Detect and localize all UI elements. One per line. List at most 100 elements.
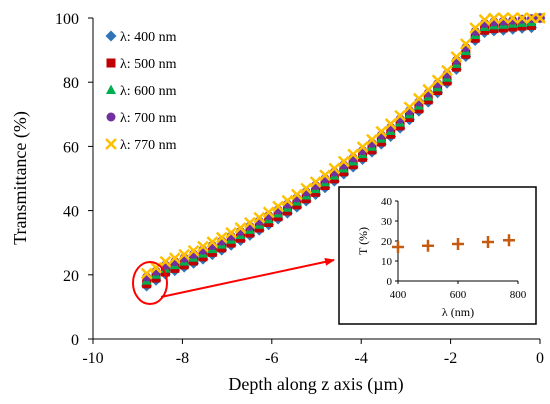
data-point [215, 231, 228, 244]
data-point [244, 216, 256, 229]
x-tick-label: -2 [444, 350, 457, 367]
inset-data-point [482, 236, 494, 248]
data-point [497, 12, 510, 24]
x-tick-label: -6 [265, 350, 278, 367]
legend-label: λ: 770 nm [120, 138, 177, 153]
legend-label: λ: 500 nm [120, 57, 177, 72]
inset-y-tick-label: 0 [387, 276, 393, 288]
data-point [309, 176, 322, 188]
y-axis-title: Transmittance (%) [10, 111, 31, 245]
legend: λ: 400 nm λ: 500 nm λ: 600 nm λ: 700 nm λ: 7… [105, 30, 177, 153]
data-point [319, 169, 331, 182]
inset-y-axis-title: T (%) [356, 227, 370, 255]
data-point [262, 206, 275, 219]
legend-item: λ: 500 nm [106, 57, 177, 72]
data-point [422, 83, 435, 96]
y-tick-label: 20 [63, 268, 79, 285]
data-point [178, 248, 191, 261]
series-x [140, 12, 546, 280]
data-point [281, 194, 294, 207]
legend-marker [105, 138, 117, 150]
x-tick-label: 0 [536, 350, 544, 367]
legend-item: λ: 770 nm [105, 138, 177, 153]
legend-item: λ: 600 nm [106, 84, 177, 99]
legend-label: λ: 700 nm [120, 111, 177, 126]
data-point [253, 211, 266, 224]
x-tick-label: -10 [82, 350, 103, 367]
y-tick-label: 100 [55, 11, 79, 28]
legend-marker [105, 30, 117, 42]
inset-y-tick-label: 40 [381, 196, 393, 208]
data-point [508, 15, 518, 25]
legend-label: λ: 600 nm [120, 84, 177, 99]
data-point [403, 101, 416, 114]
data-point [272, 200, 284, 213]
data-point [187, 244, 200, 257]
legend-marker [106, 112, 116, 122]
data-point [394, 109, 406, 122]
data-point [431, 74, 444, 87]
data-point [206, 236, 219, 248]
data-point [534, 12, 546, 24]
data-point [347, 148, 360, 161]
data-point [168, 252, 181, 264]
data-point [140, 267, 153, 280]
x-axis-title: Depth along z axis (µm) [228, 374, 403, 395]
highlight-ellipse [132, 261, 168, 305]
inset-points [392, 234, 515, 253]
inset-data-point [503, 234, 515, 247]
main-axis-ticks [88, 17, 541, 344]
inset-x-tick-label: 600 [450, 289, 467, 301]
legend-item: λ: 400 nm [105, 30, 177, 45]
series-layer [140, 12, 546, 292]
inset-y-tick-label: 10 [381, 256, 393, 268]
data-point [300, 182, 313, 195]
data-point [525, 12, 538, 24]
inset-data-point [452, 238, 464, 250]
data-point [478, 14, 491, 26]
data-point [450, 50, 463, 63]
data-point [375, 125, 388, 138]
legend-marker [106, 58, 116, 68]
data-point [356, 141, 369, 153]
data-point [225, 226, 238, 239]
data-point [506, 12, 519, 24]
data-point [516, 12, 529, 24]
data-point [441, 64, 453, 77]
data-point [328, 162, 341, 175]
inset-axis-ticks [395, 200, 519, 284]
data-point [488, 12, 500, 25]
inset-data-point [422, 239, 434, 252]
data-point [159, 255, 172, 268]
x-tick-label: -4 [355, 350, 368, 367]
data-point [459, 38, 472, 50]
data-point [366, 133, 378, 146]
inset-data-point [392, 241, 404, 253]
inset-tick-labels: 400 600 800 0 10 20 30 40 [381, 196, 527, 301]
data-point [337, 155, 350, 168]
y-tick-label: 0 [71, 332, 79, 349]
inset-frame [338, 186, 537, 325]
data-point [234, 222, 247, 234]
inset-x-tick-label: 800 [510, 289, 527, 301]
inset-x-tick-label: 400 [390, 289, 407, 301]
inset-y-tick-label: 30 [381, 216, 393, 228]
y-tick-label: 60 [63, 139, 79, 156]
y-tick-label: 40 [63, 204, 79, 221]
legend-marker [106, 84, 116, 94]
x-tick-label: -8 [176, 350, 189, 367]
inset-chart: 400 600 800 0 10 20 30 40 λ (nm) T (%) [338, 186, 537, 325]
data-point [469, 22, 482, 34]
inset-x-axis-title: λ (nm) [442, 305, 474, 319]
data-point [197, 240, 209, 253]
legend-item: λ: 700 nm [106, 111, 177, 126]
data-point [384, 118, 397, 130]
data-point [290, 188, 303, 201]
y-tick-label: 80 [63, 75, 79, 92]
legend-label: λ: 400 nm [120, 30, 177, 45]
data-point [412, 92, 425, 105]
inset-y-tick-label: 20 [381, 236, 393, 248]
highlight-arrow [160, 257, 335, 298]
